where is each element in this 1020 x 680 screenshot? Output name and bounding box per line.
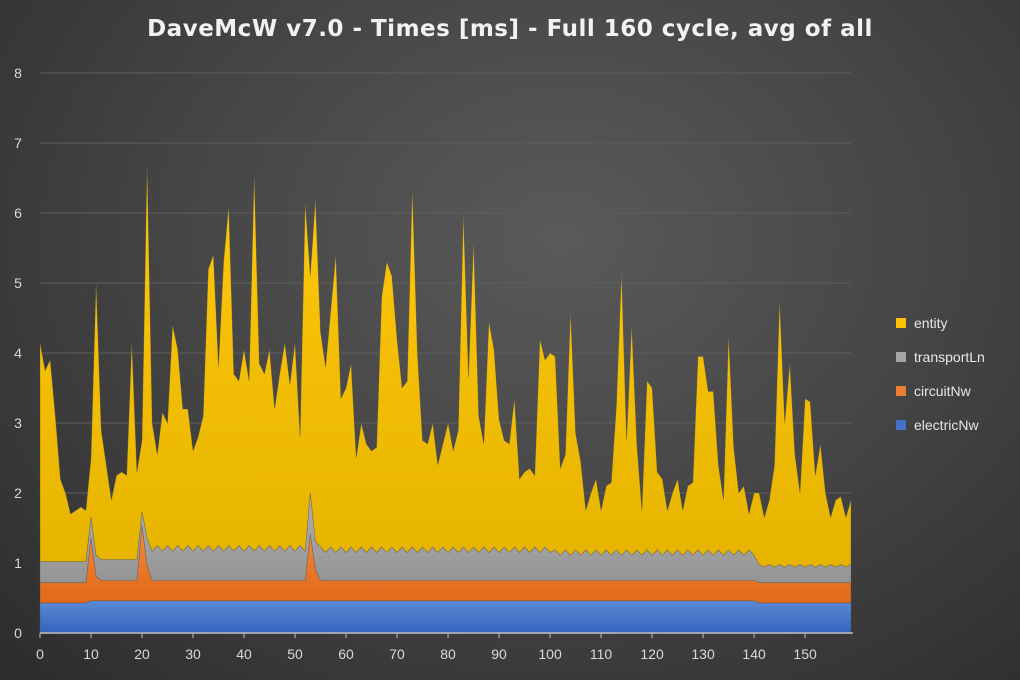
y-tick-label: 8 [14,65,22,81]
y-tick-label: 4 [14,345,22,361]
x-tick-label: 150 [793,646,817,662]
legend-swatch [896,386,906,396]
x-tick-label: 100 [538,646,562,662]
legend-item-transportLn: transportLn [896,340,985,374]
x-tick-label: 40 [236,646,252,662]
y-tick-label: 2 [14,485,22,501]
y-tick-label: 6 [14,205,22,221]
x-tick-label: 20 [134,646,150,662]
x-tick-label: 90 [491,646,507,662]
y-tick-label: 3 [14,415,22,431]
y-tick-label: 0 [14,625,22,641]
legend-item-circuitNw: circuitNw [896,374,985,408]
y-tick-label: 1 [14,555,22,571]
legend-label: electricNw [914,417,979,433]
x-tick-label: 0 [36,646,44,662]
legend-swatch [896,420,906,430]
x-tick-label: 110 [590,646,613,662]
x-tick-label: 140 [742,646,766,662]
chart-title: DaveMcW v7.0 - Times [ms] - Full 160 cyc… [147,16,873,42]
x-tick-label: 30 [185,646,201,662]
legend-swatch [896,352,906,362]
legend: entity transportLn circuitNw electricNw [896,306,985,442]
area-series-electricNw [39,600,852,634]
x-tick-label: 80 [440,646,456,662]
legend-label: circuitNw [914,383,971,399]
x-tick-label: 70 [389,646,405,662]
legend-swatch [896,318,906,328]
x-tick-label: 60 [338,646,354,662]
legend-label: transportLn [914,349,985,365]
y-tick-label: 5 [14,275,22,291]
legend-item-electricNw: electricNw [896,408,985,442]
y-tick-label: 7 [14,135,22,151]
x-tick-label: 10 [83,646,99,662]
area-series-entity [39,163,852,568]
legend-label: entity [914,315,948,331]
x-tick-label: 130 [691,646,715,662]
legend-item-entity: entity [896,306,985,340]
x-tick-label: 50 [287,646,303,662]
x-tick-label: 120 [640,646,664,662]
